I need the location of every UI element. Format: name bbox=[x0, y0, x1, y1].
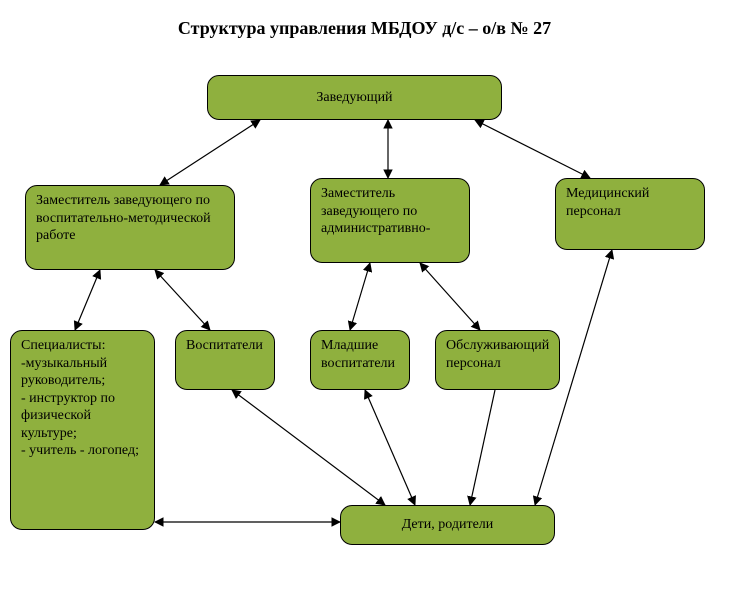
page-title: Структура управления МБДОУ д/с – о/в № 2… bbox=[0, 18, 729, 39]
edge-deputy_edu-vosp bbox=[155, 270, 210, 330]
node-junior: Младшие воспитатели bbox=[310, 330, 410, 390]
edge-head-med bbox=[475, 120, 590, 178]
edge-service-kids bbox=[470, 390, 495, 505]
node-deputy_edu: Заместитель заведующего по воспитательно… bbox=[25, 185, 235, 270]
edge-junior-kids bbox=[365, 390, 415, 505]
node-head: Заведующий bbox=[207, 75, 502, 120]
node-vosp: Воспитатели bbox=[175, 330, 275, 390]
node-med: Медицинский персонал bbox=[555, 178, 705, 250]
edge-head-deputy_edu bbox=[160, 120, 260, 185]
edge-deputy_adm-service bbox=[420, 263, 480, 330]
node-deputy_adm: Заместитель заведующего по административ… bbox=[310, 178, 470, 263]
edge-deputy_adm-junior bbox=[350, 263, 370, 330]
edge-deputy_edu-spec bbox=[75, 270, 100, 330]
node-kids: Дети, родители bbox=[340, 505, 555, 545]
node-service: Обслуживающий персонал bbox=[435, 330, 560, 390]
edge-vosp-kids bbox=[232, 390, 385, 505]
node-spec: Специалисты:-музыкальный руководитель;- … bbox=[10, 330, 155, 530]
